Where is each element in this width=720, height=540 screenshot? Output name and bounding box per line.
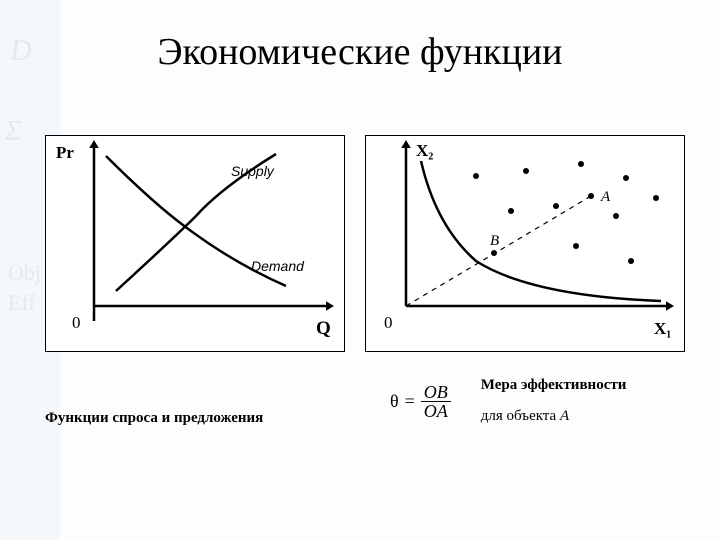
svg-text:Q: Q (316, 318, 331, 339)
svg-text:Supply: Supply (231, 163, 275, 179)
object-label: для объекта А (481, 408, 627, 425)
caption-left: Функции спроса и предложения (45, 370, 365, 427)
efficiency-label: Мера эффективности (481, 377, 627, 394)
svg-text:Pr: Pr (56, 143, 74, 162)
equals-sign: = (405, 391, 415, 412)
svg-text:0: 0 (72, 313, 81, 332)
fraction: OB OA (421, 383, 451, 420)
svg-text:Σ: Σ (4, 116, 22, 147)
fraction-numerator: OB (421, 383, 451, 402)
slide-title: Экономические функции (0, 30, 720, 74)
caption-row: Функции спроса и предложения θ = OB OA М… (45, 370, 685, 427)
efficiency-chart: X₂ X₁ 0 A B (365, 135, 685, 352)
svg-text:Obj: Obj (8, 260, 41, 285)
svg-text:B: B (490, 233, 499, 249)
svg-text:Eff: Eff (8, 290, 36, 315)
caption-right: θ = OB OA Мера эффективности для объекта… (365, 370, 685, 427)
charts-container: Pr Q 0 Supply Demand X₂ X₁ 0 A B (45, 135, 685, 352)
svg-text:X₂: X₂ (416, 141, 433, 160)
fraction-denominator: OA (421, 402, 451, 420)
supply-demand-chart: Pr Q 0 Supply Demand (45, 135, 345, 352)
svg-text:X₁: X₁ (654, 319, 671, 338)
svg-text:A: A (600, 189, 611, 205)
theta-formula: θ = OB OA (390, 383, 451, 420)
theta-symbol: θ (390, 391, 399, 412)
svg-text:Demand: Demand (251, 258, 305, 274)
svg-text:0: 0 (384, 313, 393, 332)
